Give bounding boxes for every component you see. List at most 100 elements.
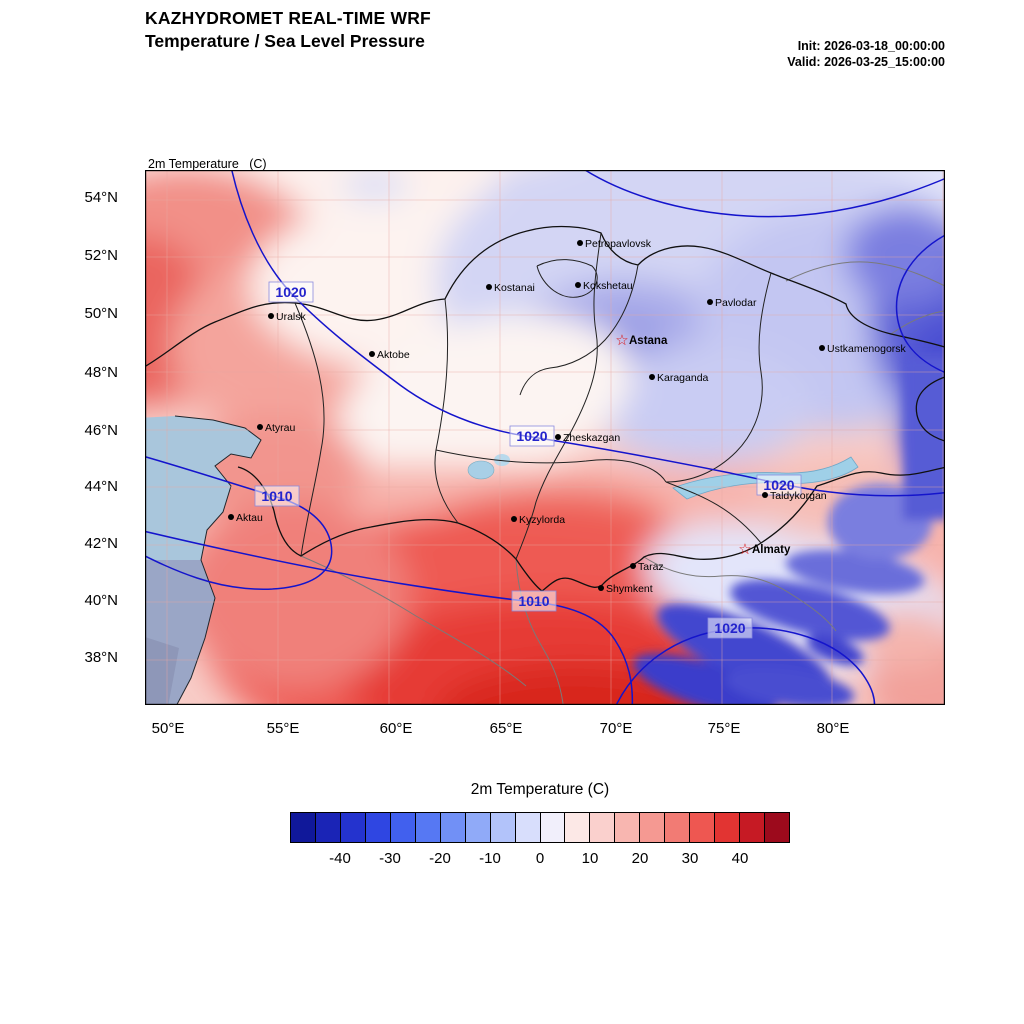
city-label: Astana <box>629 335 668 347</box>
city-label: Taldykorgan <box>770 490 827 502</box>
lat-tick-label: 50°N <box>84 305 118 322</box>
graticule <box>145 170 945 705</box>
pressure-contour-label: 1010 <box>511 590 557 612</box>
city-dot-icon <box>511 516 517 522</box>
city-label: Pavlodar <box>715 297 757 309</box>
city-dot-icon <box>268 313 274 319</box>
city-marker: Aktobe <box>369 349 410 361</box>
city-marker: Taraz <box>630 561 664 573</box>
colorbar-segment <box>615 813 641 842</box>
colorbar-segment <box>365 813 391 842</box>
weather-map: 1020 1020 1020 1010 1010 1020 Petropavlovsk Ko… <box>145 170 945 705</box>
valid-time: Valid: 2026-03-25_15:00:00 <box>787 55 945 70</box>
lat-tick-label: 38°N <box>84 649 118 666</box>
colorbar-segment <box>440 813 466 842</box>
city-label: Kostanai <box>494 282 535 294</box>
colorbar-tick-label: 30 <box>681 850 699 867</box>
city-marker: Taldykorgan <box>762 490 827 502</box>
pressure-contour-label: 1020 <box>509 425 555 447</box>
colorbar-title: 2m Temperature (C) <box>470 781 610 798</box>
city-marker: Karaganda <box>649 372 709 384</box>
aral-sea <box>467 454 510 480</box>
colorbar-segment <box>490 813 516 842</box>
colorbar-segment <box>540 813 566 842</box>
colorbar-segment <box>291 813 316 842</box>
lat-tick-label: 40°N <box>84 592 118 609</box>
city-label: Zheskazgan <box>563 432 620 444</box>
colorbar-segment <box>640 813 666 842</box>
city-marker: Shymkent <box>598 583 653 595</box>
colorbar-segment <box>690 813 716 842</box>
lon-tick-label: 65°E <box>489 720 523 737</box>
caspian-sea <box>145 415 262 705</box>
pressure-contour-label: 1020 <box>268 281 314 303</box>
pressure-labels-layer: 1020 1020 1020 1010 1010 1020 <box>254 281 802 639</box>
svg-text:1020: 1020 <box>714 620 745 636</box>
page-title: KAZHYDROMET REAL-TIME WRF <box>145 8 431 28</box>
city-label: Ustkamenogorsk <box>827 343 907 355</box>
city-marker: Atyrau <box>257 422 296 434</box>
pressure-contour-label: 1010 <box>254 485 300 507</box>
city-label: Almaty <box>752 544 791 556</box>
pressure-contour-label: 1020 <box>707 617 753 639</box>
colorbar-segment <box>740 813 766 842</box>
city-label: Karaganda <box>657 372 709 384</box>
colorbar-segment <box>715 813 741 842</box>
city-label: Shymkent <box>606 583 653 595</box>
city-dot-icon <box>630 563 636 569</box>
city-marker: Uralsk <box>268 311 307 323</box>
city-label: Petropavlovsk <box>585 238 652 250</box>
colorbar-tick-label: -40 <box>329 850 351 867</box>
lat-tick-label: 42°N <box>84 535 118 552</box>
city-label: Atyrau <box>265 422 296 434</box>
foreign-borders <box>300 261 945 705</box>
city-label: Aktobe <box>377 349 410 361</box>
colorbar-segment <box>665 813 691 842</box>
city-dot-icon <box>819 345 825 351</box>
colorbar-tick-label: 10 <box>581 850 599 867</box>
colorbar-segment <box>590 813 616 842</box>
city-dot-icon <box>598 585 604 591</box>
lon-tick-label: 60°E <box>379 720 413 737</box>
init-time: Init: 2026-03-18_00:00:00 <box>797 39 945 53</box>
city-marker: Kostanai <box>486 282 535 294</box>
svg-text:1020: 1020 <box>275 284 306 300</box>
svg-text:1020: 1020 <box>763 477 794 493</box>
svg-text:1010: 1010 <box>261 488 292 504</box>
colorbar-tick-label: 20 <box>631 850 649 867</box>
capital-star-icon: ☆ <box>615 331 628 349</box>
city-dot-icon <box>228 514 234 520</box>
lat-tick-label: 44°N <box>84 478 118 495</box>
colorbar-tick-label: 40 <box>731 850 749 867</box>
run-timestamps: Init: 2026-03-18_00:00:00 Valid: 2026-03… <box>787 38 945 71</box>
page-subtitle: Temperature / Sea Level Pressure <box>145 31 425 51</box>
lat-tick-label: 48°N <box>84 364 118 381</box>
colorbar-tick-label: 0 <box>535 850 545 867</box>
colorbar-segment <box>315 813 341 842</box>
lon-tick-label: 55°E <box>266 720 300 737</box>
city-dot-icon <box>555 434 561 440</box>
city-dot-icon <box>486 284 492 290</box>
lon-tick-label: 50°E <box>151 720 185 737</box>
svg-text:1010: 1010 <box>518 593 549 609</box>
city-label: Aktau <box>236 512 263 524</box>
city-dot-icon <box>575 282 581 288</box>
colorbar-segment <box>340 813 366 842</box>
lon-tick-label: 70°E <box>599 720 633 737</box>
city-marker: Aktau <box>228 512 263 524</box>
pressure-contour-label: 1020 <box>756 474 802 496</box>
colorbar-segment <box>390 813 416 842</box>
colorbar-segment <box>515 813 541 842</box>
city-marker: Petropavlovsk <box>577 238 652 250</box>
city-label: Taraz <box>638 561 664 573</box>
svg-text:1020: 1020 <box>516 428 547 444</box>
city-dot-icon <box>369 351 375 357</box>
map-frame <box>145 170 945 705</box>
city-marker: Pavlodar <box>707 297 757 309</box>
city-marker: Kokshetau <box>575 280 633 292</box>
city-dot-icon <box>707 299 713 305</box>
cities-layer: Petropavlovsk Kostanai Kokshetau Pavlodar Ur… <box>228 238 907 595</box>
colorbar-tick-label: -20 <box>429 850 451 867</box>
colorbar-segment <box>765 813 790 842</box>
